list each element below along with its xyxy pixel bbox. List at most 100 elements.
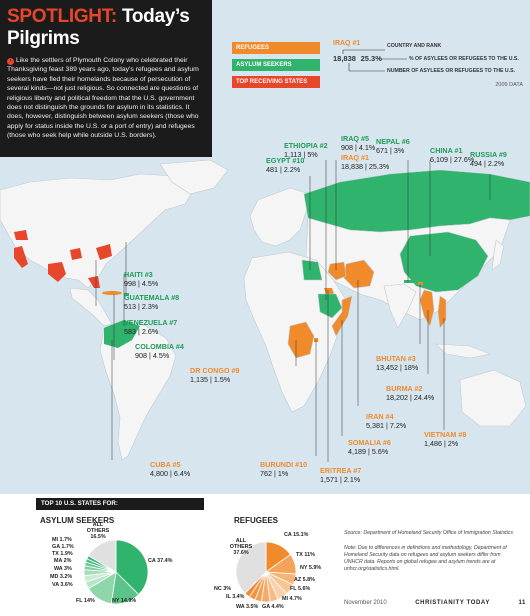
label-somalia: SOMALIA #6 4,189 | 5.6%	[348, 438, 391, 456]
asylum-seekers-pie	[83, 539, 149, 605]
label-connectors	[95, 160, 491, 462]
legend-asylum-seekers: ASYLUM SEEKERS	[232, 59, 320, 71]
legend-top-states: TOP RECEIVING STATES	[232, 76, 320, 88]
asylum-label-fl: FL 14%	[76, 598, 95, 604]
us-california	[14, 246, 28, 268]
world-map	[0, 160, 530, 462]
us-northwest	[14, 230, 28, 240]
title-spotlight: SPOTLIGHT:	[7, 6, 117, 27]
footer-date: November 2010	[344, 600, 387, 606]
refugees-chart-title: REFUGEES	[234, 516, 279, 525]
central-america	[69, 287, 113, 327]
us-midwest	[70, 248, 82, 260]
iran	[343, 259, 375, 289]
arrow-bullet-icon: ›	[7, 58, 14, 65]
australia	[459, 369, 527, 427]
key-country-desc: COUNTRY AND RANK	[387, 43, 442, 49]
asylum-label-ga: GA 1.7%	[52, 544, 74, 550]
bottom-section: TOP 10 U.S. STATES FOR: ASYLUM SEEKERS R…	[0, 494, 530, 616]
label-vietnam: VIETNAM #8 1,486 | 2%	[424, 430, 467, 448]
refugee-label-il: IL 3.4%	[226, 594, 245, 600]
japan	[491, 239, 505, 271]
pie-slice-all-others	[235, 541, 267, 594]
label-guatemala: GUATEMALA #8 513 | 2.3%	[124, 293, 180, 311]
nepal	[404, 280, 414, 283]
asylum-label-md: MD 3.2%	[50, 574, 73, 580]
asylum-label-wa: WA 3%	[54, 566, 72, 572]
north-america	[0, 173, 196, 289]
refugee-label-tx: TX 11%	[296, 552, 315, 558]
page-title: SPOTLIGHT: Today’s Pilgrims	[7, 6, 205, 50]
refugee-label-wa: WA 3.5%	[236, 604, 259, 610]
label-burma: BURMA #2 18,202 | 24.4%	[386, 384, 435, 402]
source-text: Source: Department of Homeland Security …	[344, 530, 513, 536]
top10-header: TOP 10 U.S. STATES FOR:	[36, 498, 204, 510]
asylum-label-ny: NY 14.9%	[112, 598, 137, 604]
asylum-label-va: VA 3.6%	[52, 582, 73, 588]
label-egypt: EGYPT #10 481 | 2.2%	[266, 156, 305, 174]
label-haiti: HAITI #3 998 | 4.5%	[124, 270, 159, 288]
label-russia: RUSSIA #9 494 | 2.2%	[470, 150, 507, 168]
somalia	[331, 295, 353, 337]
refugee-label-nc: NC 3%	[214, 586, 232, 592]
label-iran: IRAN #4 5,381 | 7.2%	[366, 412, 407, 430]
colombia-venezuela-highlight	[104, 320, 140, 348]
us-texas	[48, 262, 66, 282]
refugee-label-ca: CA 15.1%	[284, 532, 309, 538]
refugee-label-ny: NY 5.9%	[300, 565, 322, 571]
refugee-label-mi: MI 4.7%	[282, 596, 302, 602]
intro-text: › Like the settlers of Plymouth Colony wh…	[7, 57, 199, 140]
pie-slice-ca	[115, 539, 149, 596]
china	[399, 231, 489, 293]
footer-publication: CHRISTIANITY TODAY	[415, 600, 490, 606]
title-main: Today’s Pilgrims	[7, 6, 190, 49]
label-ethiopia: ETHIOPIA #2 1,113 | 5%	[284, 141, 328, 159]
asylum-label-ca: CA 37.4%	[148, 558, 173, 564]
us-florida	[88, 276, 100, 288]
label-bhutan: BHUTAN #3 13,452 | 18%	[376, 354, 419, 372]
eritrea	[324, 288, 334, 294]
asylum-label-others: ALL OTHERS 16.5%	[86, 522, 110, 540]
europe	[249, 187, 311, 247]
intro-panel: SPOTLIGHT: Today’s Pilgrims › Like the se…	[0, 0, 212, 157]
key-value-pct: 25.3%	[360, 54, 382, 63]
refugee-label-others: ALL OTHERS 37.6%	[229, 538, 253, 556]
key-data-year: 2009 DATA	[495, 82, 523, 88]
asylum-label-ma: MA 2%	[54, 558, 72, 564]
haiti-island	[124, 293, 129, 296]
label-iraq-refugees: IRAQ #1 18,838 | 25.3%	[341, 153, 390, 171]
iraq	[327, 261, 347, 281]
page-footer: November 2010 CHRISTIANITY TODAY 11	[344, 600, 526, 606]
key-country: IRAQ #1	[333, 40, 361, 47]
asylum-label-mi: MI 1.7%	[52, 537, 72, 543]
label-burundi: BURUNDI #10 762 | 1%	[260, 460, 308, 478]
label-colombia: COLOMBIA #4 908 | 4.5%	[135, 342, 184, 360]
pie-charts	[83, 539, 297, 605]
map-legend: REFUGEES ASYLUM SEEKERS TOP RECEIVING ST…	[232, 42, 320, 93]
refugees-pie	[235, 541, 297, 603]
india	[383, 283, 417, 329]
asylum-label-tx: TX 1.9%	[52, 551, 73, 557]
us-northeast	[96, 244, 112, 260]
egypt	[301, 259, 323, 281]
source-note: Source: Department of Homeland Security …	[344, 530, 520, 573]
key-num-desc: NUMBER OF ASYLEES OR REFUGEES TO THE U.S…	[387, 68, 515, 74]
label-dr-congo: DR CONGO #9 1,135 | 1.5%	[190, 366, 240, 384]
vietnam	[437, 295, 447, 329]
dr-congo	[287, 321, 315, 359]
label-nepal: NEPAL #6 671 | 3%	[376, 137, 410, 155]
key-connector-lines	[342, 49, 407, 72]
pie-slice-all-others	[87, 539, 117, 573]
label-eritrea: ERITREA #7 1,571 | 2.1%	[320, 466, 362, 484]
legend-refugees: REFUGEES	[232, 42, 320, 54]
burma	[419, 289, 435, 327]
label-venezuela: VENEZUELA #7 583 | 2.6%	[124, 318, 178, 336]
ethiopia	[317, 293, 343, 319]
footer-page-number: 11	[518, 600, 526, 606]
methodology-note: Note: Due to differences in definitions …	[344, 545, 507, 572]
bhutan	[418, 282, 423, 285]
cuba-island	[102, 291, 122, 295]
indonesia	[435, 343, 492, 359]
key-value-number: 18,838	[333, 54, 356, 63]
label-cuba: CUBA #5 4,800 | 6.4%	[150, 460, 191, 478]
